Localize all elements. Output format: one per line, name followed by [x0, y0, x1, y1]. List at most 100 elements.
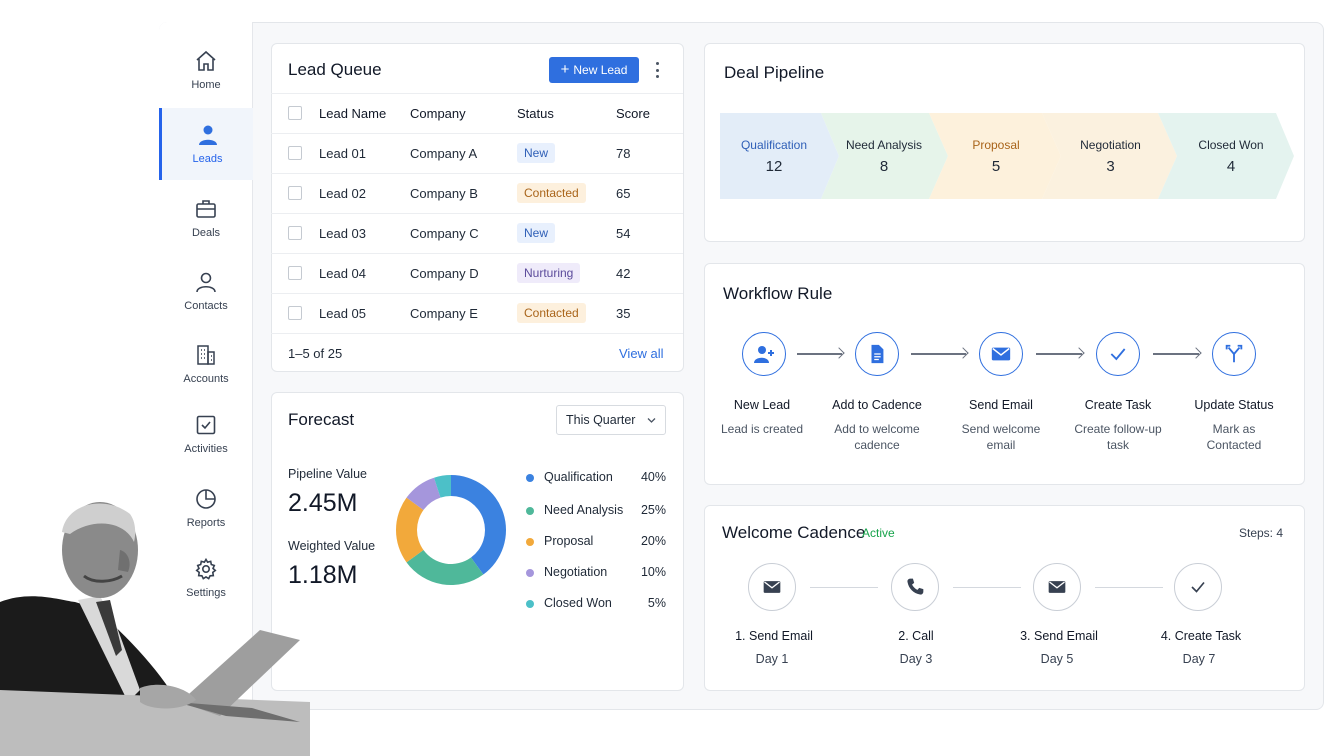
sidebar-item-label: Settings: [186, 587, 226, 599]
legend-item: Need Analysis 25%: [526, 503, 666, 519]
stage-qualification[interactable]: Qualification 12: [720, 113, 828, 199]
stage-qualification-shape[interactable]: [720, 113, 839, 199]
donut-slice-need-analysis[interactable]: [406, 549, 484, 585]
workflow-step-desc: Add to welcome cadence: [834, 422, 920, 452]
stage-negotiation[interactable]: Negotiation 3: [1052, 113, 1169, 199]
table-row[interactable]: Lead 03 Company C New 54: [271, 213, 683, 253]
workflow-step-add-to-cadence[interactable]: [855, 332, 899, 376]
company-name: Company E: [410, 306, 478, 321]
stage-name: Closed Won: [1198, 137, 1264, 152]
table-row[interactable]: Lead 01 Company A New 78: [271, 133, 683, 173]
donut-slice-closed-won[interactable]: [434, 475, 451, 498]
flow-arrow: [797, 353, 842, 355]
row-checkbox[interactable]: [288, 226, 302, 240]
cadence-step-title: 1. Send Email: [735, 629, 813, 643]
workflow-step-create-task[interactable]: [1096, 332, 1140, 376]
donut-slice-proposal[interactable]: [396, 497, 424, 563]
weighted-value: 1.18M: [288, 561, 358, 589]
cadence-step-send-email-2[interactable]: [1033, 563, 1081, 611]
view-all-link[interactable]: View all: [619, 346, 664, 361]
legend-percent: 5%: [647, 596, 666, 610]
workflow-step-new-lead[interactable]: [742, 332, 786, 376]
forecast-card: [271, 392, 684, 691]
table-row[interactable]: Lead 05 Company E Contacted 35: [271, 293, 683, 333]
stage-need-analysis[interactable]: Need Analysis 8: [828, 113, 940, 199]
pipeline-value: 2.45M: [288, 489, 358, 517]
pipeline-chevrons: [720, 113, 1294, 199]
sidebar-item-settings[interactable]: Settings: [159, 544, 253, 612]
legend-swatch: [526, 600, 534, 608]
gear-icon: [195, 557, 217, 580]
sidebar-item-home[interactable]: Home: [159, 36, 253, 104]
sidebar-item-accounts[interactable]: Accounts: [159, 330, 253, 398]
forecast-donut-chart: [396, 475, 506, 585]
legend-item: Closed Won 5%: [526, 596, 666, 612]
stage-closed-won[interactable]: Closed Won 4: [1169, 113, 1293, 199]
sidebar-item-leads[interactable]: Leads: [159, 108, 253, 180]
legend-label: Closed Won: [544, 596, 612, 610]
cadence-connector: [810, 587, 878, 588]
table-row[interactable]: Lead 04 Company D Nurturing 42: [271, 253, 683, 293]
column-header[interactable]: Score: [616, 106, 650, 121]
stage-name: Need Analysis: [845, 137, 923, 152]
legend-label: Negotiation: [544, 565, 608, 579]
lead-score: 65: [616, 186, 631, 201]
row-checkbox[interactable]: [288, 146, 302, 160]
sidebar-item-reports[interactable]: Reports: [159, 474, 253, 542]
sidebar-item-contacts[interactable]: Contacts: [159, 257, 253, 325]
more-options-icon[interactable]: [651, 60, 663, 80]
status-badge: Nurturing: [517, 263, 581, 283]
donut-slice-qualification[interactable]: [451, 475, 506, 575]
legend-item: Qualification 40%: [526, 470, 666, 486]
select-all-checkbox[interactable]: [288, 106, 302, 120]
column-header[interactable]: Company: [410, 106, 466, 121]
weighted-value-label: Weighted Value: [288, 539, 376, 553]
document-icon: [871, 344, 884, 364]
sidebar-item-deals[interactable]: Deals: [159, 184, 253, 252]
legend-percent: 40%: [640, 470, 666, 484]
stage-proposal[interactable]: Proposal 5: [940, 113, 1052, 199]
sidebar-item-activities[interactable]: Activities: [159, 400, 253, 468]
company-name: Company D: [410, 266, 479, 281]
period-select[interactable]: This Quarter: [556, 405, 666, 435]
stage-need-analysis-shape[interactable]: [821, 113, 948, 199]
company-name: Company B: [410, 186, 478, 201]
workflow-step-update-status[interactable]: [1212, 332, 1256, 376]
workflow-rule-title: Workflow Rule: [723, 284, 833, 303]
cadence-step-create-task[interactable]: [1174, 563, 1222, 611]
donut-slice-negotiation[interactable]: [406, 477, 441, 511]
cadence-step-send-email[interactable]: [748, 563, 796, 611]
new-lead-button[interactable]: + New Lead: [549, 57, 639, 83]
stage-name: Proposal: [972, 137, 1020, 152]
table-row[interactable]: Lead 02 Company B Contacted 65: [271, 173, 683, 213]
stage-count: 8: [879, 157, 889, 175]
stage-proposal-shape[interactable]: [929, 113, 1061, 199]
row-checkbox[interactable]: [288, 266, 302, 280]
check-icon: [1110, 348, 1126, 361]
lead-name: Lead 02: [319, 186, 366, 201]
lead-name: Lead 01: [319, 146, 366, 161]
stage-negotiation-shape[interactable]: [1042, 113, 1177, 199]
column-header[interactable]: Lead Name: [319, 106, 387, 121]
pagination-text: 1–5 of 25: [288, 346, 343, 361]
cadence-step-call[interactable]: [891, 563, 939, 611]
home-icon: [196, 50, 216, 71]
row-checkbox[interactable]: [288, 306, 302, 320]
stage-closed-won-shape[interactable]: [1158, 113, 1294, 199]
lead-name: Lead 03: [319, 226, 366, 241]
forecast-title: Forecast: [288, 410, 355, 429]
status-badge: Contacted: [517, 183, 586, 203]
lead-score: 35: [616, 306, 631, 321]
phone-icon: [907, 578, 924, 595]
row-checkbox[interactable]: [288, 186, 302, 200]
sidebar-item-label: Reports: [186, 517, 226, 529]
table-footer: 1–5 of 25 View all: [271, 333, 683, 373]
sidebar-item-label: Deals: [191, 227, 221, 239]
column-header[interactable]: Status: [517, 106, 554, 121]
chevron-down-icon: [647, 418, 656, 423]
workflow-step-send-email[interactable]: [979, 332, 1023, 376]
sidebar-item-label: Accounts: [183, 373, 229, 385]
stage-count: 12: [765, 157, 783, 175]
building-icon: [197, 345, 215, 365]
legend-label: Need Analysis: [544, 503, 624, 517]
